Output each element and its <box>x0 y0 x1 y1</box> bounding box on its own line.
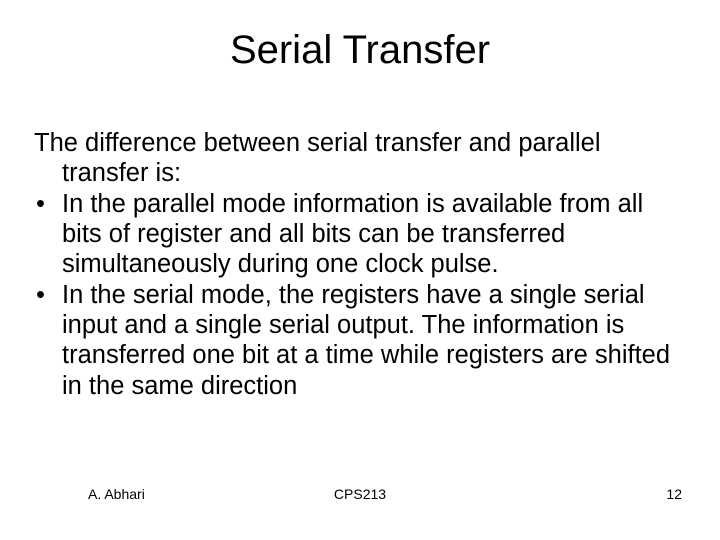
bullet-text: In the parallel mode information is avai… <box>62 189 686 280</box>
bullet-item: • In the serial mode, the registers have… <box>34 280 686 401</box>
intro-line-2: transfer is: <box>34 159 181 187</box>
bullet-text: In the serial mode, the registers have a… <box>62 280 686 401</box>
footer-course: CPS213 <box>0 486 720 502</box>
slide-title: Serial Transfer <box>0 28 720 73</box>
bullet-marker: • <box>34 189 62 280</box>
bullet-marker: • <box>34 280 62 401</box>
bullet-item: • In the parallel mode information is av… <box>34 189 686 280</box>
footer-page-number: 12 <box>666 486 682 502</box>
slide-body: The difference between serial transfer a… <box>34 128 686 401</box>
intro-text: The difference between serial transfer a… <box>34 128 686 189</box>
intro-line-1: The difference between serial transfer a… <box>34 129 601 157</box>
slide: Serial Transfer The difference between s… <box>0 0 720 540</box>
